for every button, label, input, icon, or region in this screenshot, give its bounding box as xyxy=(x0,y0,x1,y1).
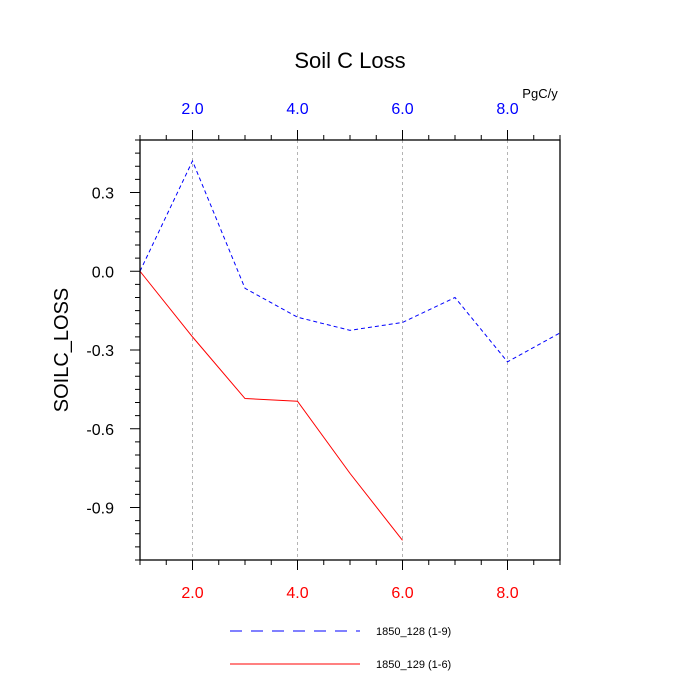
y-tick-label: -0.9 xyxy=(86,501,114,518)
y-axis-label: SOILC_LOSS xyxy=(51,288,73,413)
series-line-2 xyxy=(139,270,403,541)
grid-lines xyxy=(192,140,508,560)
plot-frame xyxy=(139,139,561,561)
y-tick-label: -0.3 xyxy=(86,343,114,360)
y-tick-label: -0.6 xyxy=(86,422,114,439)
legend: 1850_128 (1-9) 1850_129 (1-6) xyxy=(230,626,451,671)
x-tick-label-bottom: 6.0 xyxy=(391,585,413,602)
y-tick-label: 0.0 xyxy=(92,264,114,281)
x-tick-label-top: 8.0 xyxy=(496,101,518,118)
axis-ticks: 2.0 2.0 4.0 4.0 6.0 6.0 8.0 8.0 0.3 0.0 -0.3 -0.6 -0… xyxy=(86,101,561,602)
x-tick-label-top: 6.0 xyxy=(391,101,413,118)
x-tick-label-bottom: 2.0 xyxy=(181,585,203,602)
legend-label-1: 1850_128 (1-9) xyxy=(376,626,451,638)
chart-title: Soil C Loss xyxy=(294,48,405,73)
x-tick-label-bottom: 4.0 xyxy=(286,585,308,602)
legend-label-2: 1850_129 (1-6) xyxy=(376,659,451,671)
units-label: PgC/y xyxy=(522,86,558,101)
series-lines xyxy=(139,159,561,541)
y-tick-label: 0.3 xyxy=(92,186,114,203)
x-tick-label-bottom: 8.0 xyxy=(496,585,518,602)
x-tick-label-top: 4.0 xyxy=(286,101,308,118)
x-tick-label-top: 2.0 xyxy=(181,101,203,118)
series-line-1 xyxy=(139,159,561,363)
